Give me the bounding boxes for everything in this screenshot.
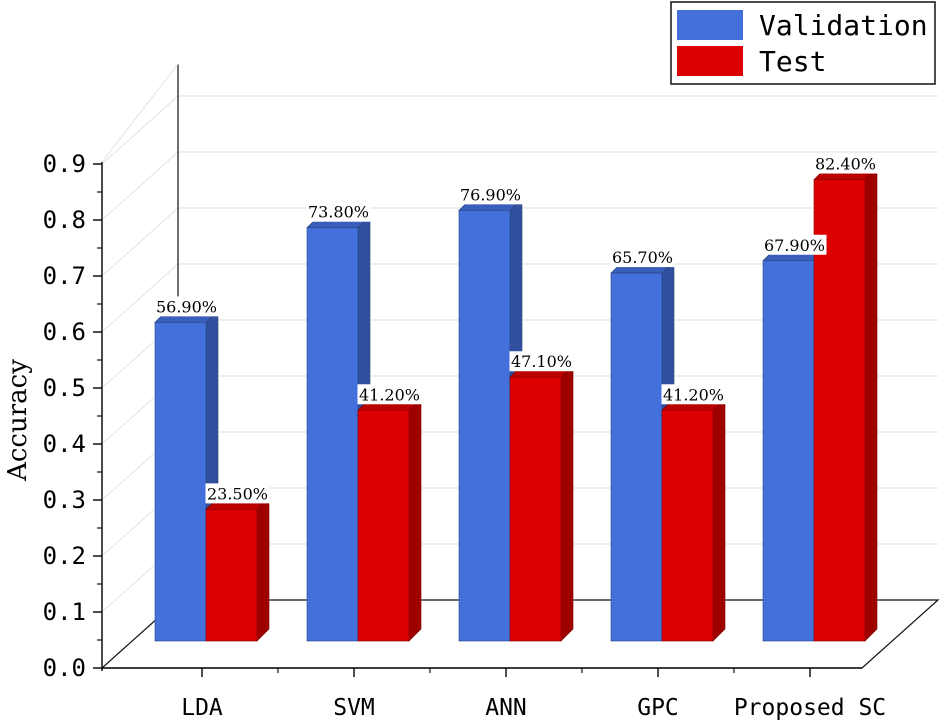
bar-validation-1: [306, 227, 359, 642]
y-tick-label: 0.1: [43, 598, 86, 626]
bar-test-0: [205, 509, 258, 642]
bar-test-4: [813, 179, 866, 642]
y-tick-label: 0.2: [43, 542, 86, 570]
y-tick-label: 0.9: [43, 150, 86, 178]
data-label-bg: [306, 201, 371, 222]
data-label-bg: [661, 384, 726, 405]
bar-validation-0: [154, 322, 207, 642]
data-label-validation-4: 67.90%: [764, 236, 825, 255]
y-tick-label: 0.8: [43, 206, 86, 234]
x-axis: LDA SVM ANN GPC Proposed SC: [102, 667, 886, 721]
bar-side-test-3: [712, 397, 726, 642]
y-axis-title: Accuracy: [3, 359, 33, 482]
bar-side-test-2: [560, 364, 574, 642]
y-tick-label: 0.7: [43, 262, 86, 290]
bar-side-test-0: [256, 496, 270, 642]
side-gridline: [101, 263, 179, 333]
data-labels: 56.90% 23.50% 73.80% 41.20% 76.90% 47.10% 65.7…: [154, 153, 878, 504]
side-gridline: [101, 95, 179, 165]
data-label-bg: [610, 247, 675, 268]
data-label-test-3: 41.20%: [663, 385, 724, 404]
x-tick-label: GPC: [637, 695, 679, 721]
x-tick-label: ANN: [485, 695, 527, 721]
data-label-bg: [509, 351, 574, 372]
data-label-test-4: 82.40%: [815, 155, 876, 174]
y-tick-label: 0.5: [43, 374, 86, 402]
legend-label-test: Test: [759, 45, 826, 78]
y-tick-label: 0.6: [43, 318, 86, 346]
x-tick-label: LDA: [181, 695, 223, 721]
legend-label-validation: Validation: [759, 9, 928, 42]
data-label-test-2: 47.10%: [511, 352, 572, 371]
y-axis: 0.0 0.1 0.2 0.3 0.4 0.5 0.6 0.7 0.8 0.9: [43, 150, 103, 682]
side-gridline: [101, 207, 179, 277]
bars: [154, 166, 878, 642]
data-label-validation-0: 56.90%: [156, 297, 217, 316]
x-tick-label: Proposed SC: [734, 695, 886, 721]
data-label-validation-1: 73.80%: [308, 203, 369, 222]
data-label-test-1: 41.20%: [359, 385, 420, 404]
y-tick-label: 0.0: [43, 654, 86, 682]
bar-validation-4: [762, 260, 815, 642]
legend-swatch-validation: [677, 10, 743, 40]
bar-side-test-1: [408, 397, 422, 642]
data-label-bg: [205, 483, 270, 504]
data-label-bg: [762, 234, 827, 255]
bar-validation-2: [458, 210, 511, 642]
side-gridline: [101, 151, 179, 221]
bar-test-2: [509, 376, 562, 642]
y-tick-label: 0.4: [43, 430, 86, 458]
bar-side-test-4: [864, 166, 878, 642]
data-label-validation-3: 65.70%: [612, 248, 673, 267]
data-label-bg: [357, 384, 422, 405]
data-label-test-0: 23.50%: [207, 484, 268, 503]
legend-swatch-test: [677, 46, 743, 76]
bar-test-1: [357, 409, 410, 642]
data-label-bg: [813, 153, 878, 174]
data-label-validation-2: 76.90%: [460, 185, 521, 204]
bar-validation-3: [610, 272, 663, 642]
x-tick-label: SVM: [333, 695, 375, 721]
data-label-bg: [154, 296, 219, 317]
side-gridline-top: [101, 63, 179, 163]
data-label-bg: [458, 184, 523, 205]
bar-test-3: [661, 409, 714, 642]
y-tick-label: 0.3: [43, 486, 86, 514]
